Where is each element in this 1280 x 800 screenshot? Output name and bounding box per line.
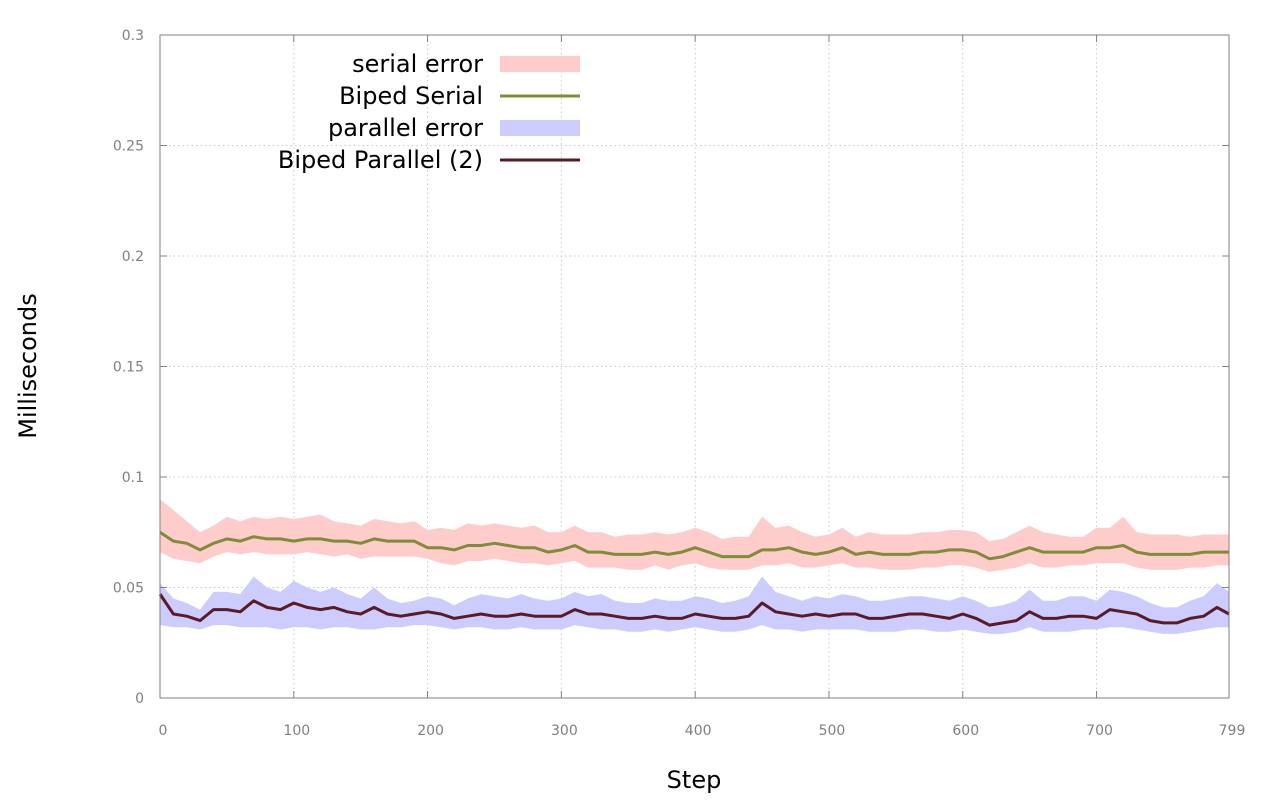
y-axis-title: Milliseconds xyxy=(14,293,42,438)
x-axis-title: Step xyxy=(667,766,722,794)
y-tick-label: 0 xyxy=(135,691,144,707)
legend-swatch-parallel-error xyxy=(500,120,580,136)
y-tick-label: 0.3 xyxy=(122,28,144,44)
y-tick-label: 0.15 xyxy=(113,360,144,376)
biped-parallel-2-line xyxy=(158,593,1230,627)
y-tick-label: 0.2 xyxy=(122,249,144,265)
legend-label-parallel-error: parallel error xyxy=(328,114,483,142)
x-tick-label: 400 xyxy=(685,723,712,739)
legend-label-serial-error: serial error xyxy=(352,50,483,78)
y-tick-label: 0.1 xyxy=(122,470,144,486)
legend-label-biped-parallel-2: Biped Parallel (2) xyxy=(278,146,483,174)
x-tick-label: 300 xyxy=(551,723,578,739)
y-tick-labels: 0 0.05 0.1 0.15 0.2 0.25 0.3 xyxy=(113,28,144,707)
legend-swatch-serial-error xyxy=(500,56,580,72)
legend-label-biped-serial: Biped Serial xyxy=(339,82,483,110)
error-bands xyxy=(160,499,1229,634)
legend: serial error Biped Serial parallel error Bi… xyxy=(278,50,580,174)
y-tick-label: 0.05 xyxy=(113,581,144,597)
x-tick-label: 500 xyxy=(819,723,846,739)
x-tick-label: 100 xyxy=(283,723,310,739)
y-tick-label: 0.25 xyxy=(113,139,144,155)
serial-error-band xyxy=(160,499,1229,572)
x-tick-label: 0 xyxy=(159,723,168,739)
parallel-error-band xyxy=(160,576,1229,634)
series-lines xyxy=(158,531,1230,627)
x-tick-label: 600 xyxy=(952,723,979,739)
axis-ticks xyxy=(159,34,1230,699)
x-tick-label: 700 xyxy=(1086,723,1113,739)
x-tick-label: 200 xyxy=(417,723,444,739)
biped-serial-line xyxy=(159,531,1229,561)
x-tick-label: 799 xyxy=(1219,723,1246,739)
x-tick-labels: 0 100 200 300 400 500 600 700 799 xyxy=(159,723,1246,739)
